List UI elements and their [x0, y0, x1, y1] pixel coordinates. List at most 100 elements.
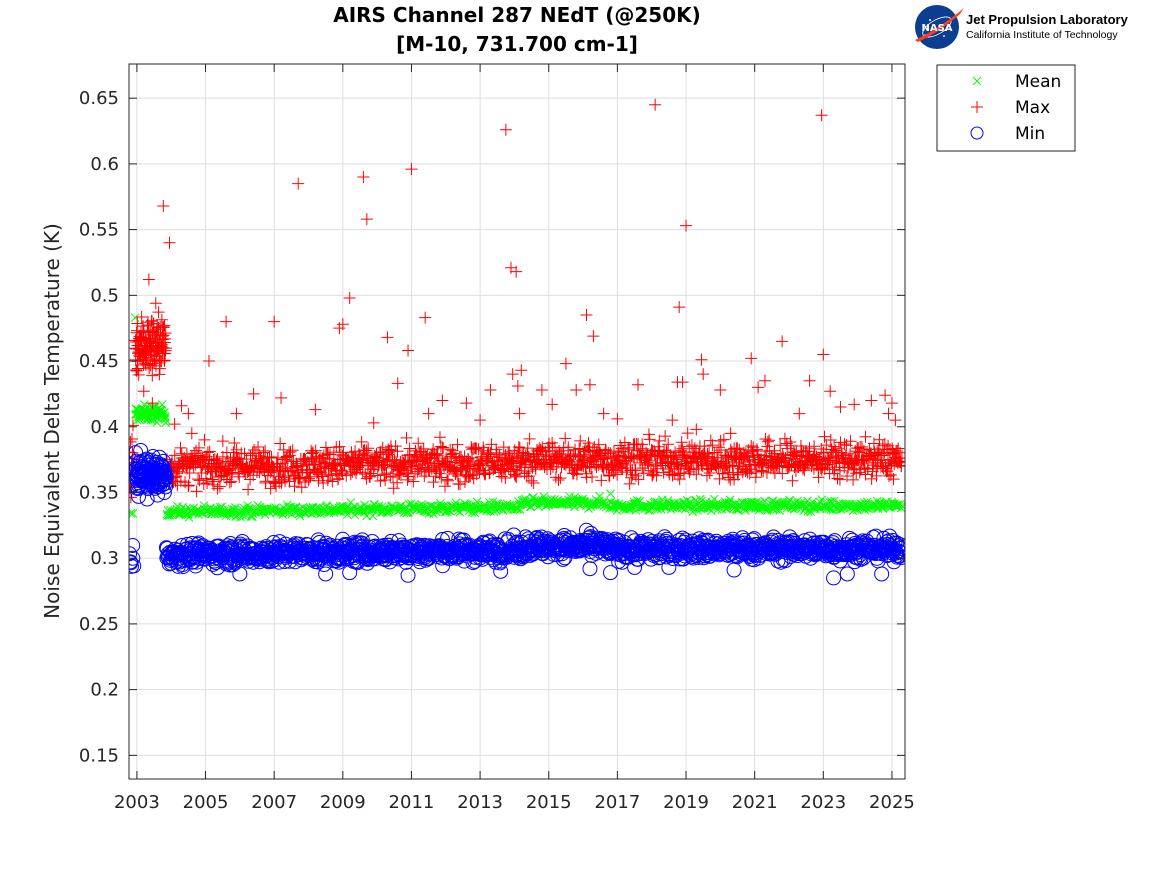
max-point: [391, 445, 404, 458]
max-point: [418, 454, 431, 467]
y-tick-label: 0.3: [90, 548, 119, 569]
x-tick-label: 2017: [594, 792, 640, 813]
y-tick-label: 0.45: [79, 351, 119, 372]
max-point: [362, 442, 375, 455]
max-point: [435, 471, 448, 484]
x-tick-label: 2025: [869, 792, 915, 813]
max-point: [135, 311, 148, 324]
max-point: [158, 319, 171, 332]
max-point: [447, 447, 460, 460]
max-point: [321, 447, 334, 460]
mean-point: [248, 512, 257, 522]
y-tick-label: 0.15: [79, 745, 119, 766]
logo-title: Jet Propulsion Laboratory: [966, 12, 1129, 27]
mean-point: [393, 506, 403, 516]
max-point: [422, 463, 435, 476]
max-point: [489, 461, 502, 474]
max-point: [283, 475, 296, 488]
nasa-badge-text: NASA: [921, 23, 952, 34]
y-tick-label: 0.6: [90, 154, 119, 175]
legend: Mean Max Min: [936, 64, 1076, 152]
max-point: [129, 491, 137, 504]
jpl-logo: NASA Jet Propulsion Laboratory Californi…: [915, 5, 1129, 49]
series-mean: [129, 313, 905, 522]
max-point: [174, 441, 187, 454]
max-point: [374, 474, 387, 487]
mean-point: [525, 502, 535, 512]
max-point: [242, 483, 255, 496]
mean-point: [441, 506, 451, 515]
mean-point: [539, 492, 549, 501]
max-point: [406, 460, 419, 473]
max-point: [129, 446, 139, 459]
mean-point: [867, 500, 877, 510]
y-tick-label: 0.5: [90, 285, 119, 306]
max-point: [129, 432, 138, 445]
x-tick-label: 2013: [457, 792, 503, 813]
max-point: [401, 449, 414, 462]
max-point: [386, 450, 399, 463]
max-point: [355, 435, 368, 448]
y-tick-label: 0.2: [90, 680, 119, 701]
max-point: [158, 354, 171, 367]
max-point: [284, 445, 297, 458]
max-point: [154, 328, 167, 341]
mean-point: [281, 508, 291, 518]
max-point: [129, 419, 139, 432]
max-point: [159, 327, 172, 340]
legend-label-min: Min: [1015, 124, 1045, 144]
mean-point: [129, 509, 138, 518]
mean-point: [230, 503, 240, 512]
max-point: [295, 481, 308, 494]
max-point: [201, 446, 214, 459]
max-point: [211, 482, 224, 495]
max-point: [402, 470, 415, 483]
max-point: [197, 477, 210, 490]
mean-point: [685, 499, 694, 508]
x-tick-label: 2003: [114, 792, 160, 813]
max-point: [454, 478, 467, 491]
max-point: [427, 476, 440, 489]
max-point: [443, 463, 456, 476]
max-point: [252, 441, 265, 454]
mean-point-outlier: [130, 313, 140, 323]
star-dot: [943, 35, 945, 37]
max-point: [152, 321, 165, 334]
mean-point: [650, 497, 660, 507]
max-point: [482, 448, 495, 461]
max-point: [168, 449, 181, 462]
max-point: [203, 445, 216, 458]
max-point: [451, 438, 464, 451]
y-tick-label: 0.35: [79, 482, 119, 503]
mean-point: [659, 502, 669, 511]
max-point: [152, 306, 165, 319]
max-point: [400, 431, 413, 444]
mean-point: [595, 492, 605, 501]
mean-point: [160, 415, 170, 424]
max-point: [190, 485, 203, 498]
max-point: [233, 470, 246, 483]
max-point: [199, 472, 212, 485]
mean-point: [614, 499, 624, 509]
max-point: [335, 464, 348, 476]
max-point: [192, 473, 205, 486]
max-point: [401, 473, 414, 486]
max-point: [170, 470, 183, 483]
max-point: [302, 472, 315, 485]
max-point: [322, 468, 335, 481]
max-point: [319, 441, 332, 454]
y-tick-label: 0.65: [79, 88, 119, 109]
max-point: [363, 470, 376, 483]
max-point: [132, 368, 145, 381]
mean-point: [480, 500, 490, 510]
max-point: [464, 469, 477, 482]
max-point: [304, 470, 317, 483]
max-point: [431, 449, 444, 462]
max-point: [321, 474, 334, 487]
max-point: [159, 342, 172, 355]
max-point: [360, 444, 373, 457]
mean-point: [244, 504, 254, 514]
max-point: [387, 470, 400, 483]
max-point: [379, 474, 392, 487]
max-point: [274, 437, 287, 450]
